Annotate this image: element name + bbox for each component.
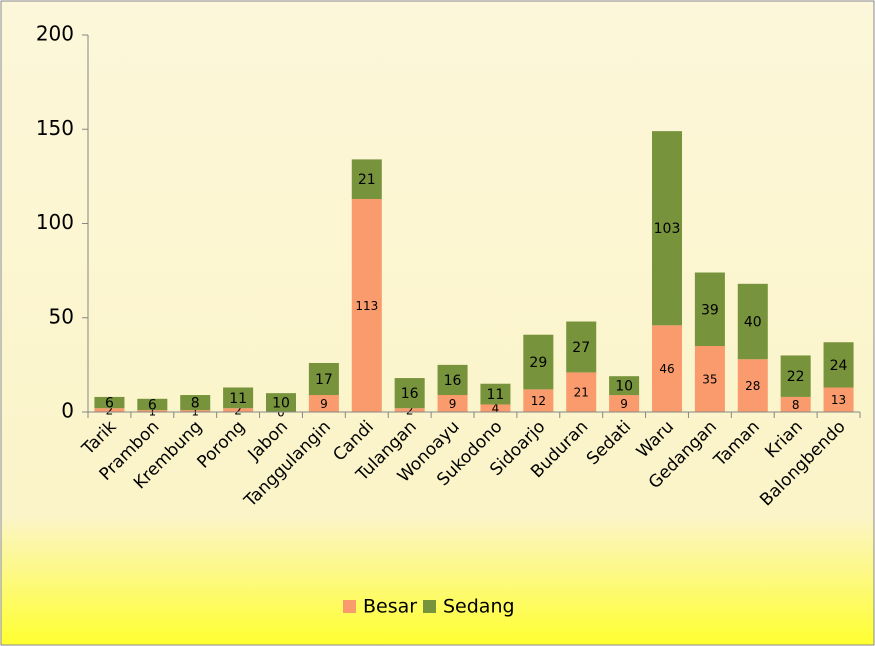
bar-segment bbox=[137, 410, 168, 412]
data-label: 12 bbox=[531, 394, 546, 408]
bar-segment bbox=[523, 334, 554, 390]
data-label: 17 bbox=[315, 372, 333, 388]
bar-segment bbox=[94, 396, 125, 409]
data-label: 27 bbox=[572, 340, 590, 356]
data-label: 8 bbox=[191, 396, 200, 412]
legend-label: Besar bbox=[363, 596, 417, 618]
bar-segment bbox=[351, 198, 382, 412]
data-label: 21 bbox=[574, 386, 589, 400]
bar-segment bbox=[609, 395, 640, 412]
bar-segment bbox=[480, 404, 511, 412]
bar-segment bbox=[437, 364, 468, 396]
legend-label: Sedang bbox=[443, 596, 515, 618]
bar-segment bbox=[823, 387, 854, 412]
data-label: 2 bbox=[234, 404, 242, 418]
data-label: 11 bbox=[229, 391, 247, 407]
data-label: 4 bbox=[492, 402, 500, 416]
data-label: 40 bbox=[744, 315, 762, 331]
data-label: 10 bbox=[615, 379, 633, 395]
data-label: 46 bbox=[659, 362, 674, 376]
bar-segment bbox=[223, 387, 254, 409]
data-label: 6 bbox=[148, 397, 157, 413]
bar-segment bbox=[609, 376, 640, 396]
y-tick-label: 150 bbox=[36, 116, 74, 140]
data-label: 16 bbox=[401, 386, 419, 402]
data-label: 28 bbox=[745, 379, 760, 393]
legend-swatch bbox=[343, 600, 356, 613]
data-label: 9 bbox=[320, 397, 328, 411]
bar-segment bbox=[265, 393, 297, 412]
bar-segment bbox=[566, 372, 597, 412]
bar-segment bbox=[651, 131, 683, 326]
data-label: 10 bbox=[272, 396, 290, 412]
data-label: 35 bbox=[702, 373, 717, 387]
bar-segment bbox=[308, 362, 339, 396]
bar-segment bbox=[394, 408, 425, 412]
bar-segment bbox=[694, 272, 725, 347]
bar-segment bbox=[780, 396, 811, 412]
bar-segment bbox=[180, 410, 211, 412]
bar-segment bbox=[523, 389, 554, 412]
y-tick-label: 0 bbox=[61, 399, 74, 423]
legend-swatch bbox=[423, 600, 436, 613]
bar-segment bbox=[180, 395, 211, 411]
data-label: 16 bbox=[444, 373, 462, 389]
bar-segment bbox=[351, 159, 382, 199]
bar-segment bbox=[694, 346, 725, 412]
data-label: 29 bbox=[529, 355, 547, 371]
data-label: 6 bbox=[105, 396, 114, 412]
bar-segment bbox=[223, 408, 254, 412]
data-label: 2 bbox=[406, 404, 414, 418]
bar-segment bbox=[737, 359, 768, 412]
bar-segment bbox=[823, 342, 854, 388]
data-label: 103 bbox=[654, 221, 681, 237]
bar-segment bbox=[94, 408, 125, 412]
data-label: 11 bbox=[487, 387, 505, 403]
data-label: 9 bbox=[620, 397, 628, 411]
bar-segment bbox=[566, 321, 597, 373]
y-tick-label: 100 bbox=[36, 210, 74, 234]
bar-segment bbox=[394, 378, 425, 409]
data-label: 8 bbox=[792, 398, 800, 412]
data-label: 2 bbox=[106, 404, 114, 418]
bar-segment bbox=[480, 383, 511, 405]
data-label: 39 bbox=[701, 302, 719, 318]
data-label: 24 bbox=[830, 358, 848, 374]
data-label: 13 bbox=[831, 393, 846, 407]
bar-segment bbox=[437, 395, 468, 412]
bar-segment bbox=[737, 283, 768, 360]
bar-segment bbox=[651, 325, 683, 412]
bar-segment bbox=[780, 355, 811, 397]
data-label: 9 bbox=[449, 397, 457, 411]
data-label: 21 bbox=[358, 172, 376, 188]
y-tick-label: 50 bbox=[49, 304, 74, 328]
data-label: 22 bbox=[787, 369, 805, 385]
bar-segment bbox=[137, 398, 168, 411]
y-tick-label: 200 bbox=[36, 22, 74, 46]
data-label: 113 bbox=[355, 299, 378, 313]
bar-segment bbox=[308, 395, 339, 412]
